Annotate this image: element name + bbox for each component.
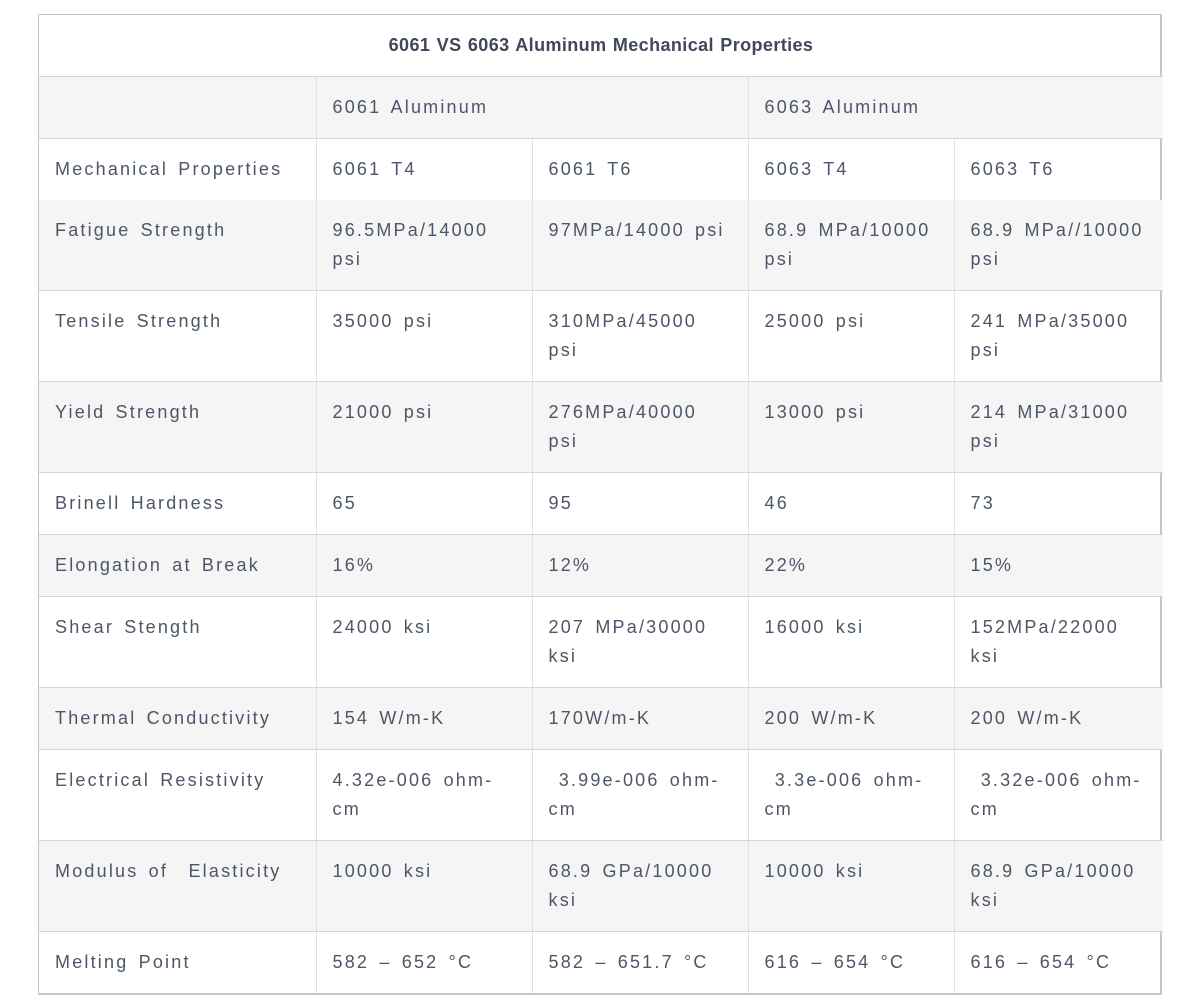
- value-cell: 97MPa/14000 psi: [531, 200, 749, 291]
- column-header-6063-t6: 6063 T6: [953, 138, 1163, 200]
- property-label: Yield Strength: [39, 381, 317, 473]
- table-row: Modulus of Elasticity 10000 ksi 68.9 GPa/1…: [39, 840, 1163, 932]
- property-label: Fatigue Strength: [39, 200, 317, 291]
- table-row: Thermal Conductivity 154 W/m-K 170W/m-K 200…: [39, 687, 1163, 750]
- property-label: Tensile Strength: [39, 290, 317, 382]
- value-cell: 214 MPa/31000 psi: [953, 381, 1163, 473]
- value-cell: 35000 psi: [315, 290, 533, 382]
- table-row: Brinell Hardness 65 95 46 73: [39, 472, 1163, 535]
- value-cell: 10000 ksi: [747, 840, 955, 932]
- value-cell: 12%: [531, 534, 749, 597]
- value-cell: 68.9 GPa/10000 ksi: [953, 840, 1163, 932]
- column-header-property: Mechanical Properties: [39, 138, 317, 200]
- value-cell: 616 – 654 °C: [747, 931, 955, 993]
- column-header-6061-t4: 6061 T4: [315, 138, 533, 200]
- value-cell: 15%: [953, 534, 1163, 597]
- value-cell: 170W/m-K: [531, 687, 749, 750]
- table-row: Fatigue Strength 96.5MPa/14000 psi 97MPa/1…: [39, 200, 1163, 291]
- value-cell: 24000 ksi: [315, 596, 533, 688]
- value-cell: 310MPa/45000 psi: [531, 290, 749, 382]
- value-cell: 13000 psi: [747, 381, 955, 473]
- value-cell: 582 – 652 °C: [315, 931, 533, 993]
- table-body: Fatigue Strength 96.5MPa/14000 psi 97MPa/1…: [39, 200, 1163, 993]
- group-header-row: 6061 Aluminum 6063 Aluminum: [39, 76, 1163, 139]
- property-label: Shear Stength: [39, 596, 317, 688]
- properties-table: 6061 VS 6063 Aluminum Mechanical Propert…: [39, 15, 1163, 993]
- value-cell: 68.9 MPa/10000 psi: [747, 200, 955, 291]
- table-row: Tensile Strength 35000 psi 310MPa/45000 ps…: [39, 290, 1163, 382]
- property-label: Thermal Conductivity: [39, 687, 317, 750]
- value-cell: 95: [531, 472, 749, 535]
- property-label: Modulus of Elasticity: [39, 840, 317, 932]
- group-header-blank: [39, 76, 317, 139]
- value-cell: 152MPa/22000 ksi: [953, 596, 1163, 688]
- group-header-6063-aluminum: 6063 Aluminum: [747, 76, 1163, 139]
- value-cell: 46: [747, 472, 955, 535]
- table-title: 6061 VS 6063 Aluminum Mechanical Propert…: [39, 15, 1163, 77]
- value-cell: 68.9 MPa//10000 psi: [953, 200, 1163, 291]
- properties-table-wrapper: 6061 VS 6063 Aluminum Mechanical Propert…: [38, 14, 1163, 995]
- property-label: Melting Point: [39, 931, 317, 993]
- value-cell: 582 – 651.7 °C: [531, 931, 749, 993]
- value-cell: 16%: [315, 534, 533, 597]
- property-label: Brinell Hardness: [39, 472, 317, 535]
- value-cell: 276MPa/40000 psi: [531, 381, 749, 473]
- value-cell: 22%: [747, 534, 955, 597]
- value-cell: 65: [315, 472, 533, 535]
- table-row: Melting Point 582 – 652 °C 582 – 651.7 °C 6…: [39, 931, 1163, 993]
- column-header-row: Mechanical Properties 6061 T4 6061 T6 60…: [39, 138, 1163, 200]
- value-cell: 200 W/m-K: [747, 687, 955, 750]
- property-label: Electrical Resistivity: [39, 749, 317, 841]
- value-cell: 25000 psi: [747, 290, 955, 382]
- value-cell: 21000 psi: [315, 381, 533, 473]
- value-cell: 73: [953, 472, 1163, 535]
- table-row: Yield Strength 21000 psi 276MPa/40000 psi 1…: [39, 381, 1163, 473]
- title-row: 6061 VS 6063 Aluminum Mechanical Propert…: [39, 15, 1163, 77]
- property-label: Elongation at Break: [39, 534, 317, 597]
- value-cell: 4.32e-006 ohm-cm: [315, 749, 533, 841]
- group-header-6061-aluminum: 6061 Aluminum: [315, 76, 749, 139]
- value-cell: 3.3e-006 ohm-cm: [747, 749, 955, 841]
- value-cell: 241 MPa/35000 psi: [953, 290, 1163, 382]
- value-cell: 616 – 654 °C: [953, 931, 1163, 993]
- table-row: Elongation at Break 16% 12% 22% 15%: [39, 534, 1163, 597]
- value-cell: 96.5MPa/14000 psi: [315, 200, 533, 291]
- table-row: Shear Stength 24000 ksi 207 MPa/30000 ksi 1…: [39, 596, 1163, 688]
- column-header-6063-t4: 6063 T4: [747, 138, 955, 200]
- value-cell: 10000 ksi: [315, 840, 533, 932]
- value-cell: 3.32e-006 ohm-cm: [953, 749, 1163, 841]
- value-cell: 207 MPa/30000 ksi: [531, 596, 749, 688]
- value-cell: 16000 ksi: [747, 596, 955, 688]
- value-cell: 154 W/m-K: [315, 687, 533, 750]
- value-cell: 200 W/m-K: [953, 687, 1163, 750]
- value-cell: 68.9 GPa/10000 ksi: [531, 840, 749, 932]
- column-header-6061-t6: 6061 T6: [531, 138, 749, 200]
- value-cell: 3.99e-006 ohm-cm: [531, 749, 749, 841]
- table-row: Electrical Resistivity 4.32e-006 ohm-cm 3…: [39, 749, 1163, 841]
